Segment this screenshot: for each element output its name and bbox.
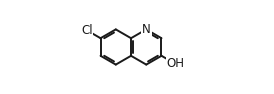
Text: N: N: [142, 23, 151, 36]
Text: Cl: Cl: [81, 24, 93, 37]
Text: OH: OH: [166, 57, 184, 70]
